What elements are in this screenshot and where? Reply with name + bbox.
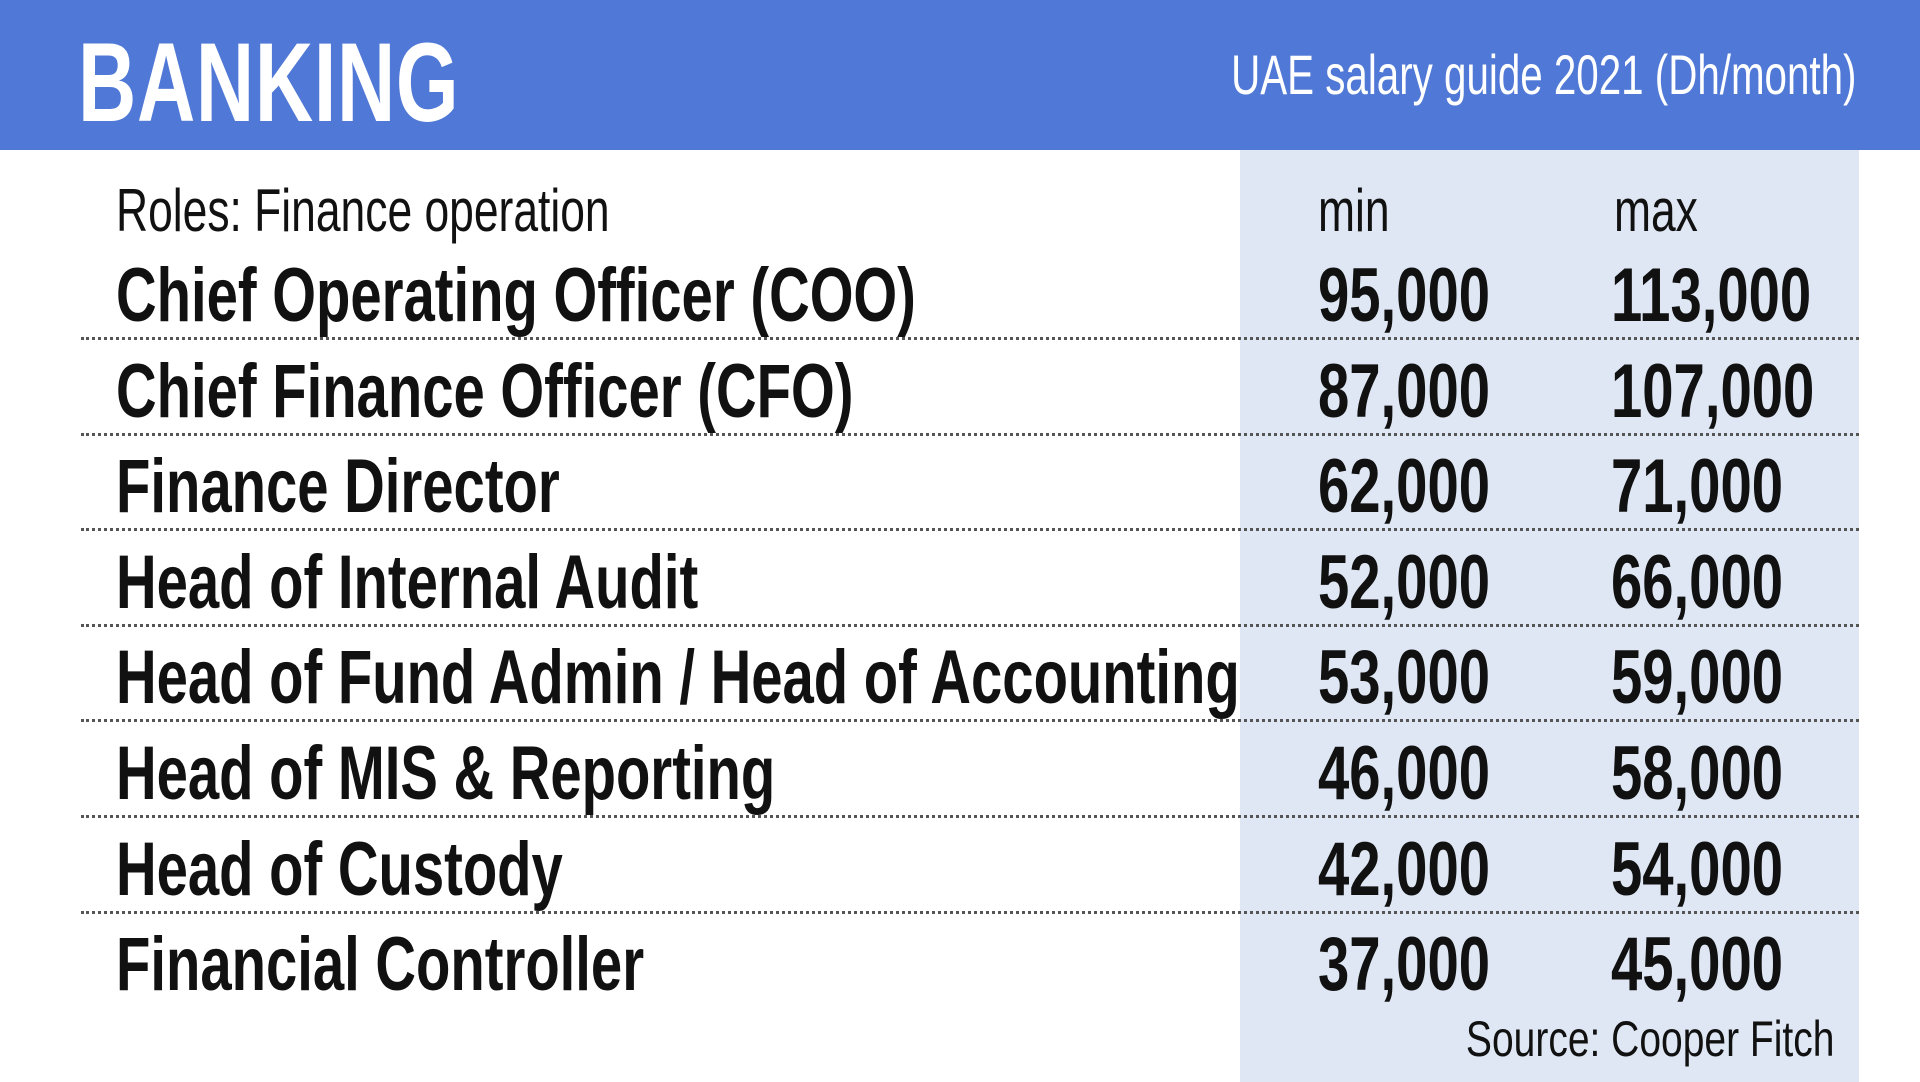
min-salary-cell: 87,000 bbox=[1318, 348, 1491, 434]
max-salary-cell: 58,000 bbox=[1611, 731, 1784, 816]
min-salary-cell: 62,000 bbox=[1318, 444, 1491, 530]
min-salary-cell: 42,000 bbox=[1318, 826, 1491, 912]
max-salary-cell: 113,000 bbox=[1611, 253, 1812, 338]
role-cell: Financial Controller bbox=[116, 922, 645, 1008]
role-cell: Finance Director bbox=[116, 444, 560, 530]
row-divider bbox=[81, 910, 1859, 914]
table-row: Head of MIS & Reporting 46,000 58,000 bbox=[0, 728, 1920, 824]
role-cell: Head of Custody bbox=[116, 826, 563, 912]
min-salary-cell: 37,000 bbox=[1318, 922, 1491, 1008]
min-salary-cell: 46,000 bbox=[1318, 731, 1491, 816]
min-salary-cell: 53,000 bbox=[1318, 635, 1491, 721]
table-row: Head of Internal Audit 52,000 66,000 bbox=[0, 537, 1920, 633]
max-salary-cell: 45,000 bbox=[1611, 922, 1784, 1008]
max-column-header: max bbox=[1614, 177, 1698, 244]
table-row: Head of Fund Admin / Head of Accounting 5… bbox=[0, 632, 1920, 728]
table-row: Financial Controller 37,000 45,000 bbox=[0, 919, 1920, 1015]
row-divider bbox=[81, 719, 1859, 723]
role-cell: Head of Internal Audit bbox=[116, 539, 699, 625]
min-column-header: min bbox=[1318, 177, 1390, 244]
table-row: Head of Custody 42,000 54,000 bbox=[0, 824, 1920, 920]
role-cell: Head of MIS & Reporting bbox=[116, 731, 776, 816]
min-salary-cell: 95,000 bbox=[1318, 253, 1491, 338]
page-subtitle: UAE salary guide 2021 (Dh/month) bbox=[1230, 43, 1856, 106]
min-salary-cell: 52,000 bbox=[1318, 539, 1491, 625]
header-banner: BANKING UAE salary guide 2021 (Dh/month) bbox=[0, 0, 1920, 150]
row-divider bbox=[81, 815, 1859, 818]
table-row: Finance Director 62,000 71,000 bbox=[0, 441, 1920, 537]
role-column-header: Roles: Finance operation bbox=[116, 177, 610, 244]
role-cell: Chief Operating Officer (COO) bbox=[116, 253, 916, 338]
max-salary-cell: 71,000 bbox=[1611, 444, 1784, 530]
salary-column-background bbox=[1240, 150, 1859, 1082]
row-divider bbox=[81, 528, 1859, 532]
max-salary-cell: 54,000 bbox=[1611, 826, 1784, 912]
max-salary-cell: 66,000 bbox=[1611, 539, 1784, 625]
max-salary-cell: 59,000 bbox=[1611, 635, 1784, 721]
role-cell: Head of Fund Admin / Head of Accounting bbox=[116, 635, 1240, 721]
table-row: Chief Operating Officer (COO) 95,000 113,0… bbox=[0, 250, 1920, 346]
row-divider bbox=[81, 337, 1859, 340]
role-cell: Chief Finance Officer (CFO) bbox=[116, 348, 854, 434]
row-divider bbox=[81, 623, 1859, 627]
table-row: Chief Finance Officer (CFO) 87,000 107,000 bbox=[0, 346, 1920, 442]
row-divider bbox=[81, 432, 1859, 436]
page-title: BANKING bbox=[78, 20, 460, 145]
source-note: Source: Cooper Fitch bbox=[1465, 1011, 1834, 1067]
max-salary-cell: 107,000 bbox=[1611, 348, 1815, 434]
